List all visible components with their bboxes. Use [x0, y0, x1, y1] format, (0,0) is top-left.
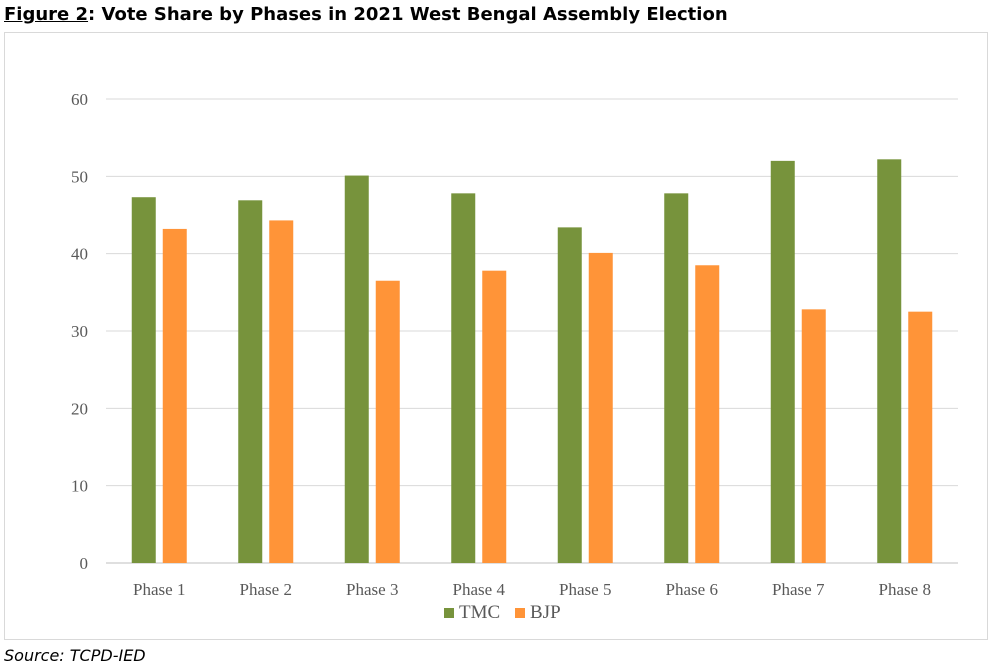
x-tick-label: Phase 6 [666, 580, 718, 599]
bar-tmc [664, 193, 689, 563]
y-tick-label: 50 [71, 167, 88, 186]
bar-bjp [695, 265, 720, 563]
y-tick-label: 10 [71, 477, 88, 496]
bar-bjp [162, 228, 187, 564]
y-tick-label: 20 [71, 399, 88, 418]
legend-swatch-tmc [444, 608, 454, 618]
bar-tmc [557, 227, 582, 563]
y-tick-label: 30 [71, 322, 88, 341]
x-tick-label: Phase 8 [879, 580, 931, 599]
legend-swatch-bjp [515, 608, 525, 618]
bar-bjp [908, 311, 933, 563]
bar-bjp [375, 280, 400, 563]
y-tick-label: 40 [71, 245, 88, 264]
bar-tmc [770, 160, 795, 563]
bar-tmc [344, 175, 369, 563]
figure-label: Figure 2 [4, 4, 89, 25]
bar-bjp [801, 309, 826, 563]
y-tick-label: 0 [80, 554, 89, 573]
source-note: Source: TCPD-IED [4, 646, 146, 665]
bar-tmc [451, 193, 476, 563]
x-tick-label: Phase 4 [453, 580, 506, 599]
y-tick-label: 60 [71, 90, 88, 109]
bar-bjp [482, 270, 507, 563]
x-tick-label: Phase 7 [772, 580, 825, 599]
x-tick-label: Phase 5 [559, 580, 611, 599]
bar-bjp [269, 220, 294, 563]
x-tick-label: Phase 1 [133, 580, 185, 599]
figure-title-text: : Vote Share by Phases in 2021 West Beng… [88, 4, 728, 25]
legend-label-tmc: TMC [459, 602, 500, 623]
bar-tmc [877, 159, 902, 563]
bar-tmc [131, 197, 156, 564]
bar-tmc [238, 200, 263, 563]
legend-label-bjp: BJP [530, 602, 561, 623]
x-tick-label: Phase 2 [240, 580, 292, 599]
figure-title: Figure 2: Vote Share by Phases in 2021 W… [4, 4, 728, 25]
bar-bjp [588, 252, 613, 564]
x-tick-label: Phase 3 [346, 580, 398, 599]
